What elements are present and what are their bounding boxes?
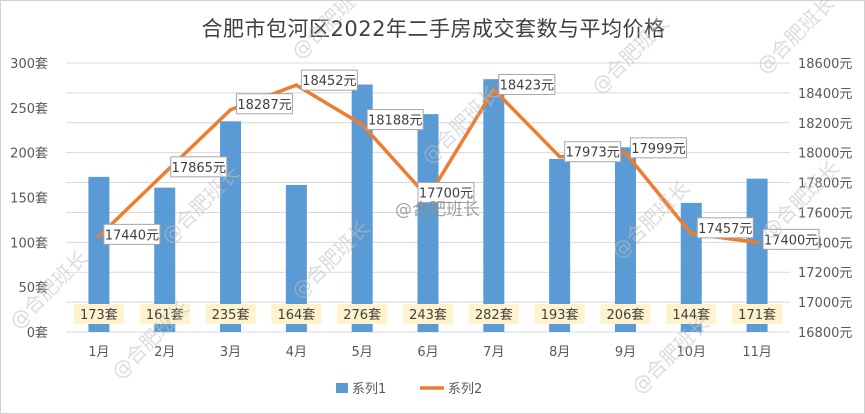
x-tick-label: 2月 — [154, 345, 175, 360]
line-data-label: 17865元 — [172, 161, 226, 176]
line-data-label-box — [417, 182, 475, 203]
y-right-tick-label: 18600元 — [798, 57, 852, 72]
bar-data-label-box — [732, 304, 783, 324]
bar — [154, 187, 176, 332]
line-point — [689, 232, 694, 236]
line-data-label-box — [696, 217, 754, 239]
x-tick-label: 1月 — [88, 345, 109, 360]
line-point — [557, 154, 562, 159]
bar — [88, 176, 110, 332]
bar-data-label-box — [337, 304, 388, 324]
bar — [417, 114, 439, 332]
line-data-label-box — [762, 228, 820, 250]
bar-data-label: 171套 — [738, 307, 776, 323]
bar-data-label: 235套 — [212, 307, 250, 323]
bar-data-label-box — [468, 304, 519, 324]
bar-data-label-box — [205, 304, 256, 324]
y-right-tick-label: 17800元 — [798, 177, 852, 192]
bar — [746, 178, 768, 332]
bar — [351, 84, 373, 333]
bar-data-label-box — [139, 304, 190, 324]
line-point — [162, 171, 167, 175]
bar-data-label: 173套 — [80, 307, 118, 323]
y-right-tick-label: 17600元 — [798, 206, 852, 221]
line-point — [97, 234, 101, 239]
y-right-tick-label: 18200元 — [798, 117, 852, 132]
legend-label-bar: 系列1 — [352, 382, 386, 397]
line-data-label: 17457元 — [698, 222, 752, 237]
y-left-tick-label: 250套 — [10, 101, 48, 117]
y-right-tick-label: 18400元 — [798, 87, 852, 102]
line-data-label: 18423元 — [500, 78, 554, 93]
y-right-tick-label: 17200元 — [798, 266, 852, 281]
y-left-tick-label: 300套 — [10, 56, 48, 72]
line-point — [228, 107, 233, 112]
line-point — [492, 87, 496, 92]
line-data-label: 18452元 — [302, 74, 356, 89]
y-left-tick-label: 150套 — [10, 191, 48, 207]
x-tick-label: 7月 — [483, 345, 504, 360]
bar-data-label-box — [600, 304, 651, 324]
line-data-label: 17700元 — [419, 187, 473, 202]
legend-swatch-bar — [336, 383, 348, 393]
bar — [614, 147, 636, 332]
x-tick-label: 6月 — [417, 345, 438, 360]
line-data-label: 17973元 — [565, 146, 619, 161]
x-tick-label: 8月 — [549, 345, 570, 360]
watermark: @合肥班长 — [587, 11, 675, 99]
y-right-tick-label: 18000元 — [798, 147, 852, 162]
y-left-tick-label: 100套 — [10, 235, 48, 251]
bar-data-label: 193套 — [541, 307, 579, 323]
bar-data-label-box — [73, 304, 124, 324]
line-point — [755, 240, 759, 245]
y-right-tick-label: 17000元 — [798, 296, 852, 311]
x-tick-label: 11月 — [742, 345, 772, 360]
bar-data-label: 243套 — [409, 307, 447, 323]
line-data-label: 17999元 — [631, 142, 685, 157]
line-data-label: 17400元 — [764, 233, 818, 248]
y-right-tick-label: 16800元 — [798, 326, 852, 341]
x-tick-label: 5月 — [352, 345, 373, 360]
x-tick-label: 9月 — [615, 345, 636, 360]
bar-data-label: 164套 — [277, 307, 315, 323]
watermark: @合肥班长 — [287, 0, 375, 64]
line-data-label-box — [236, 93, 294, 115]
line-data-label-box — [300, 69, 358, 91]
bar-data-label-box — [666, 304, 717, 324]
y-left-tick-label: 0套 — [27, 325, 48, 341]
line-data-label-box — [564, 141, 622, 163]
x-tick-label: 4月 — [286, 345, 307, 360]
bar-data-label-box — [403, 304, 453, 324]
bar — [220, 121, 242, 333]
bar-data-label: 144套 — [672, 307, 710, 323]
bar-data-label: 206套 — [607, 307, 645, 323]
bar — [285, 184, 307, 332]
chart-title: 合肥市包河区2022年二手房成交套数与平均价格 — [201, 17, 666, 41]
line-data-label: 17440元 — [105, 228, 159, 243]
x-tick-label: 3月 — [220, 345, 241, 360]
line-data-label-box — [170, 156, 228, 178]
y-left-tick-label: 200套 — [10, 146, 48, 162]
y-left-tick-label: 50套 — [18, 280, 48, 296]
bar-data-label-box — [271, 304, 322, 324]
line-point — [360, 122, 364, 127]
legend-label-line: 系列2 — [448, 382, 482, 397]
bar — [483, 79, 505, 332]
line-data-label-box — [103, 223, 161, 245]
bar-data-label: 161套 — [146, 307, 184, 323]
line-point — [294, 83, 299, 87]
x-tick-label: 10月 — [676, 345, 706, 360]
line-data-label-box — [366, 109, 424, 131]
bar-data-label: 276套 — [343, 307, 381, 323]
line-data-label: 18287元 — [237, 98, 291, 113]
line-point — [623, 151, 628, 155]
line-data-label: 18188元 — [368, 114, 422, 129]
bar-data-label-box — [534, 304, 585, 324]
watermark-center: @合肥班长 — [395, 200, 480, 220]
bar-data-label: 282套 — [475, 307, 513, 323]
bar — [549, 158, 571, 332]
line-data-label-box — [498, 73, 556, 95]
line-data-label-box — [629, 137, 687, 159]
